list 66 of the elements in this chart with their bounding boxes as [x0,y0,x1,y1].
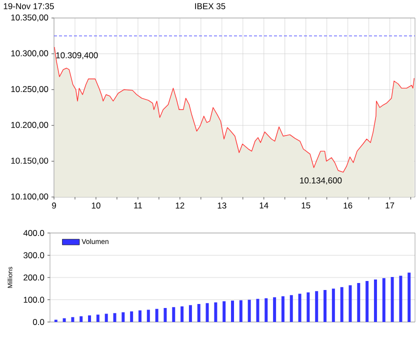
y-tick-label: 10.150,00 [11,158,48,165]
bar [122,312,125,322]
bar [357,283,360,322]
bar [290,295,293,322]
bar [214,302,218,322]
x-tick-label: 10 [92,202,100,209]
bar [172,307,176,322]
x-tick-label: 12 [176,202,184,208]
bar [188,305,192,322]
bar [206,303,209,322]
bar [332,288,335,322]
bar [231,300,234,322]
bar [248,300,251,322]
y-tick-label: 10.100,00 [11,193,48,201]
bar [113,313,116,322]
bar [239,300,242,322]
bar [408,272,411,322]
y-tick-label: 10.250,00 [11,86,48,94]
y-tick-label: 10.200,00 [11,122,48,129]
bar [256,298,260,322]
y-tick-label: 0.0 [32,318,44,326]
bar [324,290,327,322]
bar [104,314,108,322]
x-tick-label: 16 [344,202,352,209]
bar [96,314,100,322]
chart-title: IBEX 35 [195,3,226,10]
bar [130,311,134,322]
bar [315,291,318,322]
bar [281,296,284,322]
bar [62,318,66,322]
bar [71,317,74,322]
y-tick-label: 10.300,00 [11,50,48,58]
y-tick-label: 100.0 [24,296,44,303]
x-tick-label: 9 [52,202,56,209]
y-tick-label: 200.0 [24,274,44,281]
bar [88,315,92,322]
bar [80,316,83,322]
bar [197,304,200,322]
annotation: 10.309,400 [56,52,98,60]
y-tick-label: 400.0 [23,230,44,236]
y-tick-label: 10.350,00 [11,14,48,22]
bar [155,308,158,322]
bar [222,301,226,322]
bar [298,294,302,322]
bar [340,287,344,322]
bar [138,310,142,322]
bar [273,297,276,322]
bar [146,310,150,322]
x-tick-label: 11 [134,202,142,208]
bar [374,280,377,322]
bar [306,292,310,322]
bar [399,276,402,322]
text: 19-Nov 17:35 [4,3,54,10]
bar [164,308,167,322]
bar [390,277,394,322]
bar [366,281,369,322]
x-tick-label: 17 [386,202,394,208]
annotation: 10.134,600 [300,177,342,184]
x-tick-label: 14 [260,202,268,208]
bar [348,285,352,322]
bar [382,278,386,322]
y-tick-label: 300.0 [24,252,44,258]
bar [264,298,268,322]
x-tick-label: 15 [302,202,310,208]
x-tick-label: 13 [218,202,226,209]
bar [180,306,184,322]
